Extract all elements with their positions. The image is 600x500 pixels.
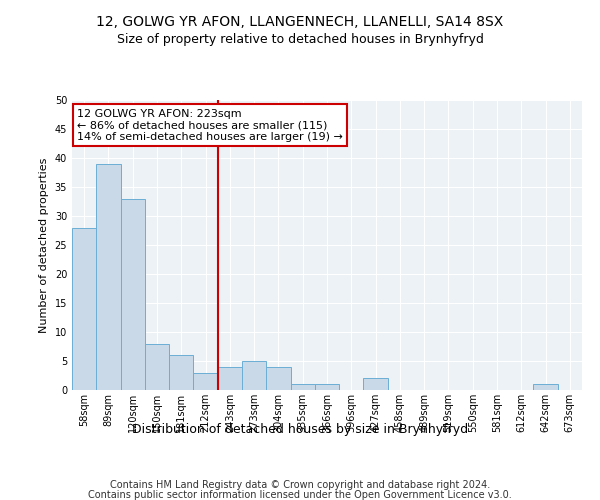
Bar (290, 384, 315, 390)
Y-axis label: Number of detached properties: Number of detached properties (39, 158, 49, 332)
Bar (193, 372, 218, 390)
Bar (145, 344, 169, 390)
Text: Contains public sector information licensed under the Open Government Licence v3: Contains public sector information licen… (88, 490, 512, 500)
Bar (242, 361, 266, 390)
Text: Distribution of detached houses by size in Brynhyfryd: Distribution of detached houses by size … (132, 422, 468, 436)
Bar (218, 367, 242, 390)
Bar (266, 367, 290, 390)
Bar (169, 355, 193, 390)
Bar (364, 378, 388, 390)
Bar (121, 198, 145, 390)
Text: Contains HM Land Registry data © Crown copyright and database right 2024.: Contains HM Land Registry data © Crown c… (110, 480, 490, 490)
Bar (533, 384, 558, 390)
Text: Size of property relative to detached houses in Brynhyfryd: Size of property relative to detached ho… (116, 32, 484, 46)
Text: 12, GOLWG YR AFON, LLANGENNECH, LLANELLI, SA14 8SX: 12, GOLWG YR AFON, LLANGENNECH, LLANELLI… (97, 15, 503, 29)
Text: 12 GOLWG YR AFON: 223sqm
← 86% of detached houses are smaller (115)
14% of semi-: 12 GOLWG YR AFON: 223sqm ← 86% of detach… (77, 108, 343, 142)
Bar (315, 384, 339, 390)
Bar (72, 228, 96, 390)
Bar (96, 164, 121, 390)
